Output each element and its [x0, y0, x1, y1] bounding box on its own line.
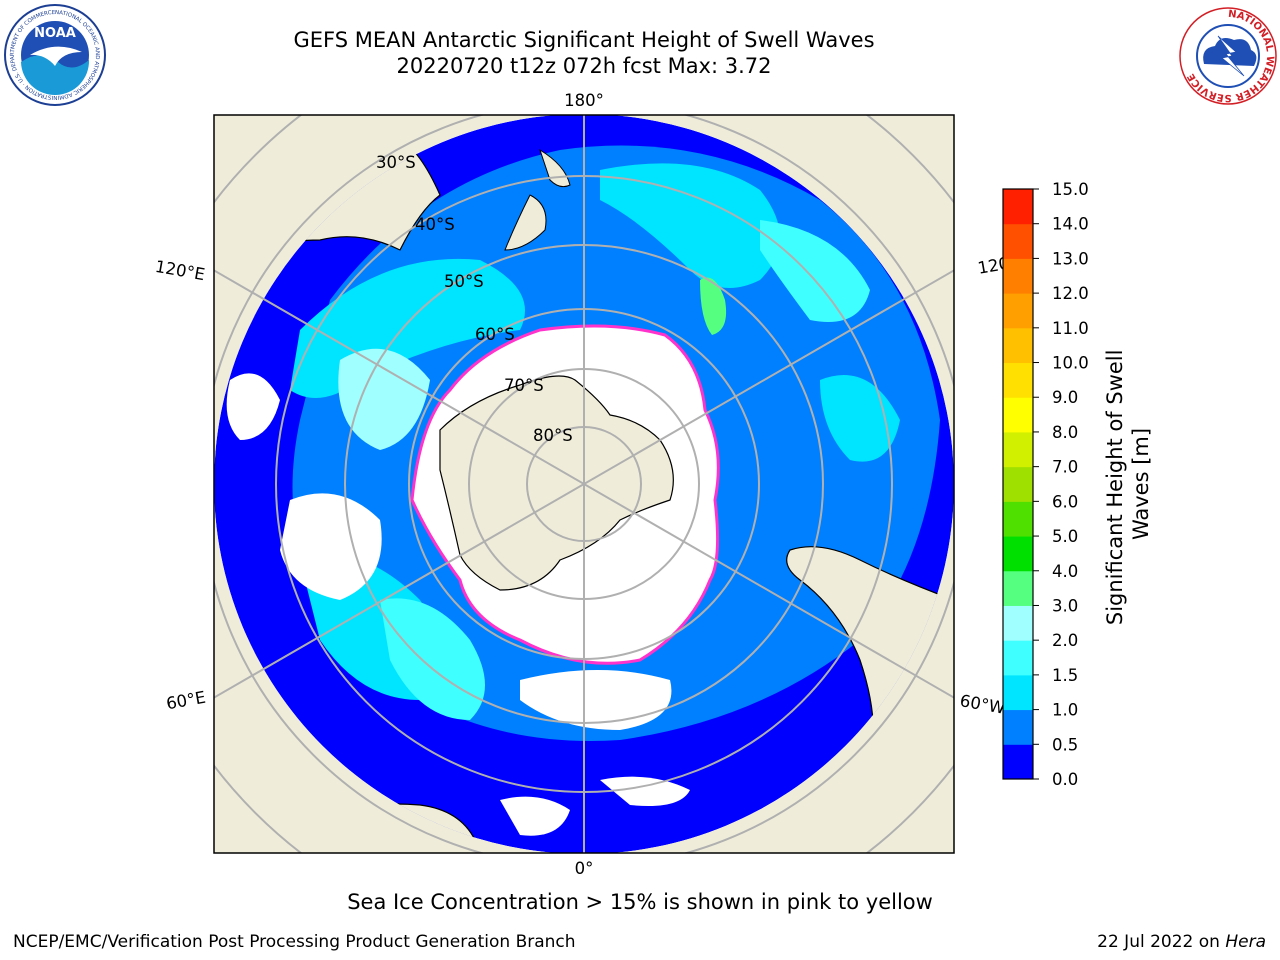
colorbar-bin — [1003, 293, 1033, 329]
colorbar-tick-label: 2.0 — [1052, 631, 1078, 650]
lat-label-70: 70°S — [504, 376, 544, 395]
map-figure: NOAA NATIONAL OCEANIC AND ATMOSPHERIC AD… — [4, 4, 1277, 878]
lat-label-60: 60°S — [475, 325, 515, 344]
colorbar-bin — [1003, 570, 1033, 606]
ocean-disk — [214, 115, 954, 853]
colorbar: 0.0 0.5 1.0 1.5 2.0 3.0 4.0 5.0 6.0 7.0 8.0 9.0 10.0… — [1002, 180, 1153, 789]
colorbar-bin — [1003, 258, 1033, 294]
colorbar-bin — [1003, 362, 1033, 398]
map-area: 30°S 40°S 50°S 60°S 70°S 80°S — [214, 115, 954, 853]
colorbar-tick-label: 5.0 — [1052, 527, 1078, 546]
chart-title: GEFS MEAN Antarctic Significant Height o… — [293, 28, 875, 52]
colorbar-tick-label: 13.0 — [1052, 249, 1089, 268]
swell-max-zone — [700, 277, 727, 335]
colorbar-bin — [1003, 536, 1033, 572]
swell-zone-light-west — [338, 348, 430, 450]
colorbar-tick-label: 11.0 — [1052, 319, 1089, 338]
graticule — [214, 115, 954, 853]
swell-zone-cyan-ne — [760, 220, 870, 322]
latitude-labels: 30°S 40°S 50°S 60°S 70°S 80°S — [376, 153, 573, 445]
colorbar-bin — [1003, 223, 1033, 259]
lat-label-50: 50°S — [444, 272, 484, 291]
colorbar-bin — [1003, 640, 1033, 676]
colorbar-label-line2: Waves [m] — [1129, 428, 1153, 540]
colorbar-bin — [1003, 327, 1033, 364]
colorbar-bin — [1003, 709, 1033, 745]
lon-label-60w: 60°W — [958, 691, 1006, 718]
footer-credit: NCEP/EMC/Verification Post Processing Pr… — [13, 932, 576, 952]
footer-host: Hera — [1225, 932, 1266, 952]
colorbar-label-line1: Significant Height of Swell — [1103, 350, 1127, 626]
svg-text:Significant Height of Swell: Significant Height of Swell Waves [m] — [1103, 343, 1153, 625]
colorbar-tick-label: 6.0 — [1052, 492, 1078, 511]
colorbar-bin — [1003, 674, 1033, 711]
colorbar-bin — [1003, 397, 1033, 433]
colorbar-tick-label: 8.0 — [1052, 423, 1078, 442]
colorbar-tick-label: 0.5 — [1052, 735, 1078, 754]
swell-zone-cyan-north — [600, 163, 780, 288]
lat-label-80: 80°S — [533, 426, 573, 445]
map-frame — [213, 114, 955, 854]
lat-label-30: 30°S — [376, 153, 416, 172]
colorbar-tick-label: 1.0 — [1052, 701, 1078, 720]
colorbar-segments — [1003, 189, 1033, 780]
colorbar-tick-label: 15.0 — [1052, 180, 1089, 199]
caption: Sea Ice Concentration > 15% is shown in … — [347, 890, 933, 914]
colorbar-tick-label: 7.0 — [1052, 458, 1078, 477]
lon-label-0: 0° — [575, 859, 594, 878]
colorbar-bin — [1003, 431, 1033, 468]
colorbar-bin — [1003, 189, 1033, 225]
footer-date-text: 22 Jul 2022 on — [1097, 932, 1226, 952]
noaa-logo: NOAA NATIONAL OCEANIC AND ATMOSPHERIC AD… — [4, 4, 106, 106]
colorbar-bin — [1003, 501, 1033, 537]
colorbar-tick-label: 1.5 — [1052, 666, 1078, 685]
nws-logo: NATIONAL WEATHER SERVICE — [1179, 7, 1277, 105]
colorbar-tick-label: 3.0 — [1052, 596, 1078, 615]
colorbar-tick-label: 14.0 — [1052, 215, 1089, 234]
colorbar-tick-label: 10.0 — [1052, 354, 1089, 373]
noaa-logo-text: NOAA — [34, 26, 76, 41]
colorbar-bin — [1003, 605, 1033, 641]
lon-label-60e: 60°E — [165, 688, 207, 714]
colorbar-tick-label: 12.0 — [1052, 284, 1089, 303]
colorbar-ticks: 0.0 0.5 1.0 1.5 2.0 3.0 4.0 5.0 6.0 7.0 8.0 9.0 10.0… — [1033, 180, 1089, 789]
antarctica — [439, 375, 674, 591]
lon-label-120e: 120°E — [154, 257, 207, 284]
colorbar-bin — [1003, 466, 1033, 502]
chart-subtitle: 20220720 t12z 072h fcst Max: 3.72 — [396, 54, 772, 78]
colorbar-tick-label: 9.0 — [1052, 388, 1078, 407]
lat-label-40: 40°S — [415, 215, 455, 234]
colorbar-tick-label: 4.0 — [1052, 562, 1078, 581]
colorbar-tick-label: 0.0 — [1052, 770, 1078, 789]
colorbar-bin — [1003, 744, 1033, 780]
lon-label-180: 180° — [564, 91, 604, 110]
colorbar-frame — [1002, 188, 1034, 780]
swell-zone-cyan-south — [380, 598, 485, 720]
footer-date: 22 Jul 2022 on Hera — [1097, 932, 1266, 952]
